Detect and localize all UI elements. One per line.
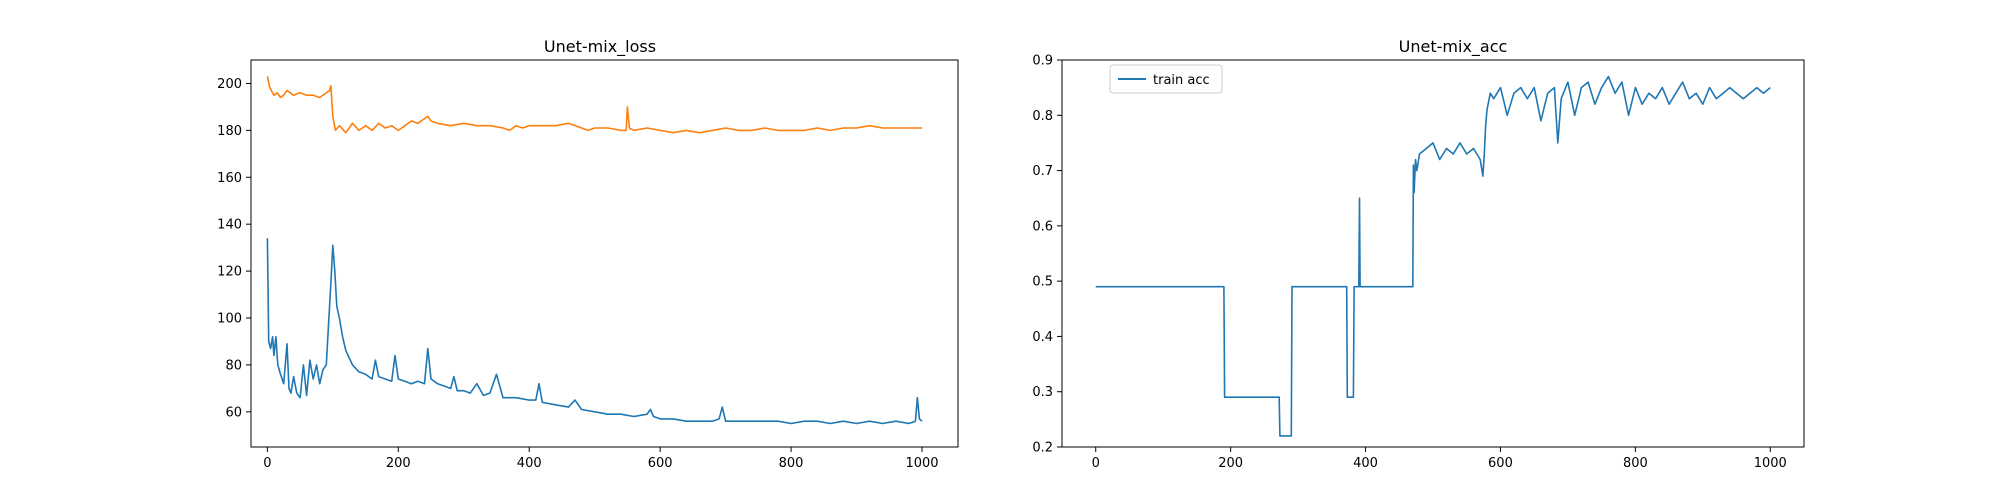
acc-x-tick-label: 800 — [1623, 456, 1648, 471]
acc-plot-frame — [1061, 59, 1805, 448]
loss-x-tick-label: 0 — [263, 456, 271, 471]
loss-x-tick-label: 600 — [648, 456, 673, 471]
acc-y-tick-label: 0.6 — [1032, 219, 1053, 234]
loss-series-group — [266, 76, 923, 425]
loss-blue-series-line — [266, 238, 923, 425]
loss-x-tick-label: 800 — [779, 456, 804, 471]
loss-plot-frame — [250, 59, 959, 448]
legend-box — [1109, 64, 1223, 94]
acc-x-tick-label: 200 — [1218, 456, 1243, 471]
acc-chart: Unet-mix_acc 0 200 400 600 800 1000 0.2 0.3 0.4… — [1032, 37, 1805, 471]
loss-x-tick-label: 400 — [517, 456, 542, 471]
loss-x-axis: 0 200 400 600 800 1000 — [263, 447, 939, 471]
acc-y-tick-label: 0.7 — [1032, 164, 1053, 179]
loss-chart-title: Unet-mix_loss — [544, 37, 656, 57]
legend-label-train-acc: train acc — [1153, 73, 1210, 88]
acc-y-tick-label: 0.4 — [1032, 330, 1053, 345]
acc-x-axis: 0 200 400 600 800 1000 — [1092, 447, 1787, 471]
acc-chart-title: Unet-mix_acc — [1399, 37, 1508, 57]
acc-x-tick-label: 600 — [1488, 456, 1513, 471]
loss-x-tick-label: 200 — [386, 456, 411, 471]
loss-x-tick-label: 1000 — [905, 456, 938, 471]
loss-y-tick-label: 100 — [217, 312, 242, 327]
loss-y-tick-label: 120 — [217, 265, 242, 280]
acc-x-tick-label: 0 — [1092, 456, 1100, 471]
loss-y-tick-label: 180 — [217, 124, 242, 139]
acc-y-tick-label: 0.2 — [1032, 441, 1053, 456]
loss-y-axis: 60 80 100 120 140 160 180 200 — [217, 77, 251, 420]
acc-y-tick-label: 0.9 — [1032, 54, 1053, 69]
loss-y-tick-label: 80 — [225, 358, 242, 373]
acc-legend: train acc — [1109, 64, 1223, 94]
loss-orange-series-line — [266, 76, 922, 134]
acc-x-tick-label: 1000 — [1754, 456, 1787, 471]
loss-y-tick-label: 160 — [217, 171, 242, 186]
acc-y-tick-label: 0.8 — [1032, 109, 1053, 124]
acc-y-axis: 0.2 0.3 0.4 0.5 0.6 0.7 0.8 0.9 — [1032, 54, 1062, 456]
acc-y-tick-label: 0.3 — [1032, 385, 1053, 400]
loss-y-tick-label: 60 — [225, 405, 242, 420]
acc-y-tick-label: 0.5 — [1032, 275, 1053, 290]
loss-chart: Unet-mix_loss 0 200 400 600 800 1000 60 80 100 1… — [217, 37, 959, 471]
loss-y-tick-label: 200 — [217, 77, 242, 92]
acc-x-tick-label: 400 — [1353, 456, 1378, 471]
acc-series-group — [1095, 75, 1771, 437]
acc-train-acc-line — [1095, 75, 1771, 437]
loss-y-tick-label: 140 — [217, 218, 242, 233]
